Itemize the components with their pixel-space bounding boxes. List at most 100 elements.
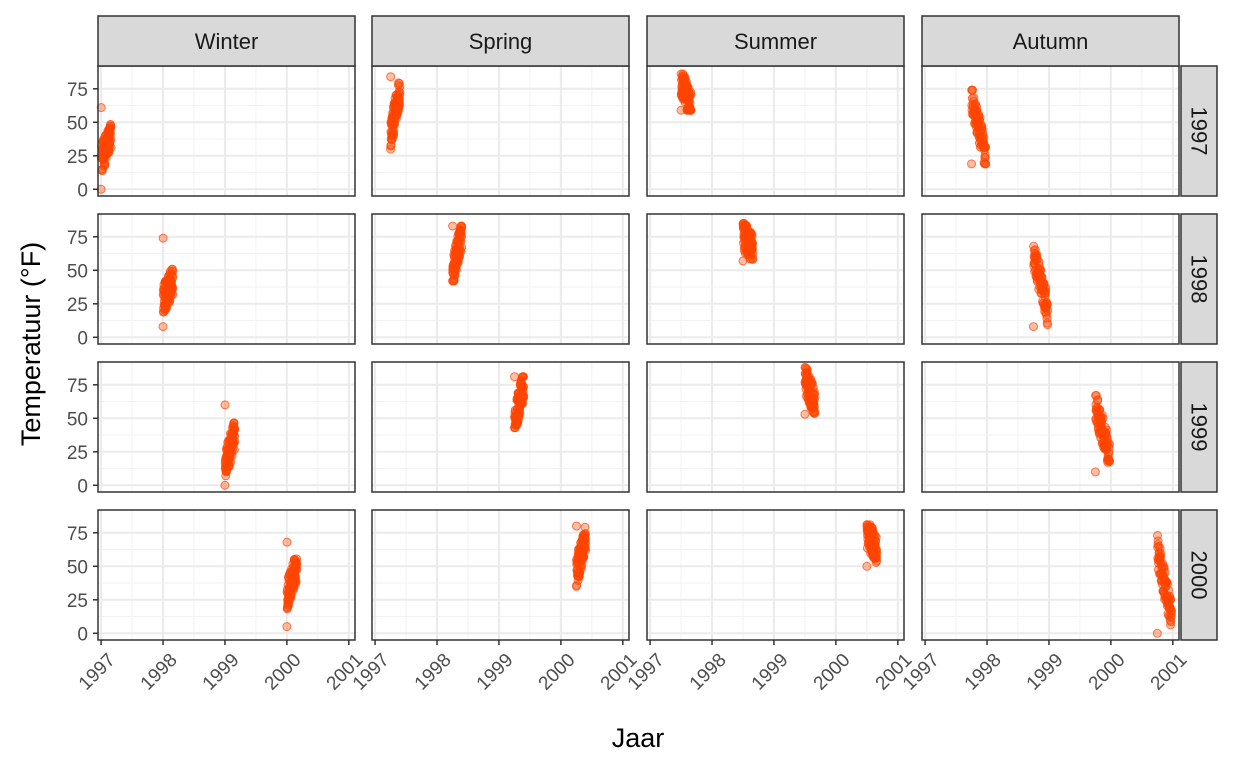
data-point — [872, 547, 882, 557]
data-point — [106, 121, 116, 131]
data-point — [862, 561, 872, 571]
data-point — [747, 229, 757, 239]
y-tick-label: 50 — [67, 409, 88, 430]
data-point — [581, 538, 591, 548]
data-point — [1093, 395, 1103, 405]
y-tick-label: 50 — [67, 261, 88, 282]
data-point — [1160, 567, 1170, 577]
x-tick-label: 1998 — [137, 650, 182, 695]
data-point — [230, 424, 240, 434]
data-point — [519, 382, 529, 392]
strip-label-1997: 1997 — [1187, 107, 1212, 156]
data-point — [571, 521, 581, 531]
x-tick-label: 1998 — [686, 650, 731, 695]
panel-border — [97, 509, 356, 641]
panel-1997-spring — [371, 65, 630, 197]
x-tick-label: 1998 — [411, 650, 456, 695]
panel-border — [371, 213, 630, 345]
y-tick-label: 0 — [77, 476, 88, 497]
data-point — [1167, 606, 1177, 616]
data-point — [220, 400, 230, 410]
data-point — [106, 135, 116, 145]
y-tick-label: 25 — [67, 443, 88, 464]
panel-1998-winter — [97, 213, 356, 345]
panel-background — [922, 510, 1179, 640]
panel-background — [372, 362, 629, 492]
panel-background — [372, 214, 629, 344]
panel-background — [647, 214, 904, 344]
strip-label-winter: Winter — [195, 29, 259, 54]
data-point — [981, 142, 991, 152]
data-point — [158, 233, 168, 243]
panel-background — [372, 66, 629, 196]
data-point — [1028, 322, 1038, 332]
data-point — [1166, 609, 1176, 619]
data-point — [809, 387, 819, 397]
data-point — [748, 238, 758, 248]
panel-border — [921, 213, 1180, 345]
x-tick-label: 1999 — [199, 650, 244, 695]
strip-1998 — [1180, 213, 1218, 345]
data-point — [168, 283, 178, 293]
y-tick-label: 75 — [67, 524, 88, 545]
panel-2000-summer — [646, 509, 905, 641]
data-point — [748, 253, 758, 263]
strip-label-spring: Spring — [469, 29, 533, 54]
panel-border — [371, 361, 630, 493]
panel-background — [647, 510, 904, 640]
strip-winter — [97, 15, 356, 67]
panel-border — [97, 213, 356, 345]
x-tick-label: 2000 — [261, 650, 306, 695]
panel-1997-summer — [646, 65, 905, 197]
strip-label-summer: Summer — [734, 29, 817, 54]
data-point — [968, 85, 978, 95]
strip-1999 — [1180, 361, 1218, 493]
data-point — [448, 221, 458, 231]
data-point — [800, 409, 810, 419]
panel-background — [647, 362, 904, 492]
x-tick-label: 1999 — [748, 650, 793, 695]
y-tick-label: 50 — [67, 113, 88, 134]
y-tick-label: 25 — [67, 295, 88, 316]
data-point — [291, 577, 301, 587]
strip-summer — [646, 15, 905, 67]
data-point — [979, 133, 989, 143]
panel-border — [646, 509, 905, 641]
panel-background — [98, 66, 355, 196]
data-point — [1090, 467, 1100, 477]
strip-label-autumn: Autumn — [1013, 29, 1089, 54]
x-axis-title: Jaar — [612, 723, 665, 753]
data-point — [96, 103, 106, 113]
data-point — [685, 98, 695, 108]
data-point — [1101, 425, 1111, 435]
data-point — [1043, 320, 1053, 330]
data-point — [1104, 439, 1114, 449]
data-point — [282, 622, 292, 632]
x-tick-label: 1999 — [1023, 650, 1068, 695]
strip-label-1999: 1999 — [1187, 403, 1212, 452]
data-point — [871, 532, 881, 542]
panel-border — [921, 509, 1180, 641]
x-tick-label: 2001 — [1147, 650, 1192, 695]
y-tick-label: 75 — [67, 376, 88, 397]
strip-2000 — [1180, 509, 1218, 641]
y-tick-label: 75 — [67, 80, 88, 101]
panel-2000-spring — [371, 509, 630, 641]
x-tick-label: 2000 — [1085, 650, 1130, 695]
data-point — [457, 223, 467, 233]
data-point — [457, 242, 467, 252]
panel-2000-winter — [97, 509, 356, 641]
x-tick-label: 2000 — [535, 650, 580, 695]
data-point — [686, 105, 696, 115]
data-point — [158, 322, 168, 332]
data-point — [1043, 305, 1053, 315]
data-point — [168, 266, 178, 276]
data-point — [872, 556, 882, 566]
strip-label-1998: 1998 — [1187, 255, 1212, 304]
strip-1997 — [1180, 65, 1218, 197]
panel-1998-spring — [371, 213, 630, 345]
data-point — [229, 445, 239, 455]
data-point — [1166, 594, 1176, 604]
panel-2000-autumn — [921, 509, 1180, 641]
panel-border — [921, 361, 1180, 493]
